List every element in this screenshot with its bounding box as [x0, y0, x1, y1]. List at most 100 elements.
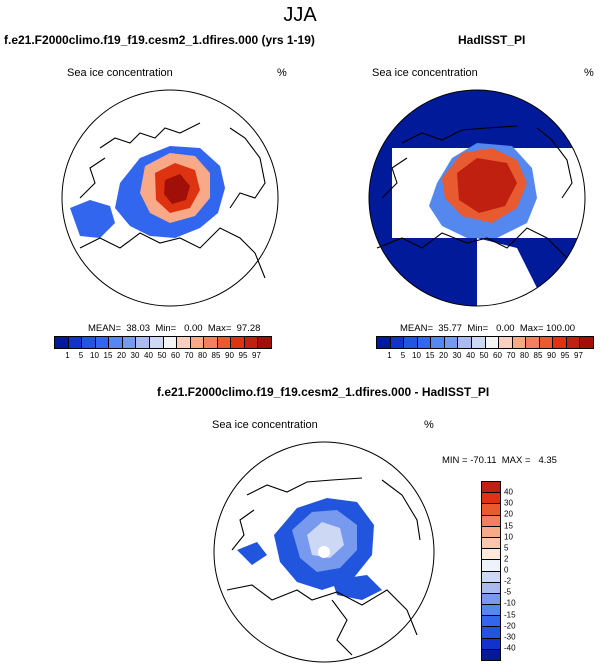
- diff-colorbar-tick-label: -30: [504, 632, 516, 642]
- diff-colorbar-tick-label: -10: [504, 598, 516, 608]
- obs-colorbar-tick-label: 90: [547, 351, 556, 360]
- model-colorbar-bin: [217, 337, 232, 348]
- obs-colorbar-bin: [390, 337, 405, 348]
- model-colorbar-tick-label: 10: [90, 351, 99, 360]
- diff-colorbar-tick-label: -2: [504, 576, 512, 586]
- obs-colorbar-bin: [526, 337, 540, 348]
- diff-colorbar-bin: [482, 549, 500, 561]
- obs-stats: MEAN= 35.77 Min= 0.00 Max= 100.00: [400, 323, 576, 334]
- diff-colorbar-tick-label: 30: [504, 498, 513, 508]
- model-colorbar-tick-label: 20: [117, 351, 126, 360]
- model-colorbar-bin: [163, 337, 178, 348]
- diff-colorbar-bin: [482, 627, 500, 639]
- model-colorbar-tick-label: 97: [252, 351, 261, 360]
- obs-colorbar-bin: [512, 337, 527, 348]
- model-colorbar-bin: [204, 337, 218, 348]
- obs-variable-label: Sea ice concentration: [372, 67, 478, 79]
- diff-colorbar-bin: [482, 515, 500, 527]
- model-colorbar-bin: [55, 337, 69, 348]
- model-colorbar-bin: [136, 337, 150, 348]
- diff-colorbar-tick-label: -15: [504, 610, 516, 619]
- model-colorbar-bin: [109, 337, 123, 348]
- model-colorbar-tick-label: 30: [130, 351, 140, 360]
- model-panel-title: f.e21.F2000climo.f19_f19.cesm2_1.dfires.…: [4, 33, 315, 47]
- obs-colorbar-bin: [377, 337, 391, 348]
- obs-ice-core: [457, 158, 517, 213]
- diff-colorbar-bin: [482, 593, 500, 606]
- model-colorbar-bin: [177, 337, 191, 348]
- obs-colorbar-bin: [539, 337, 554, 348]
- obs-colorbar: [376, 336, 594, 349]
- model-colorbar-tick-label: 5: [78, 351, 84, 360]
- obs-colorbar-bin: [458, 337, 472, 348]
- model-colorbar-bin: [68, 337, 83, 348]
- obs-colorbar-bin: [404, 337, 418, 348]
- obs-colorbar-bin: [485, 337, 500, 348]
- diff-colorbar-bin: [482, 649, 500, 660]
- diff-colorbar-bin: [482, 537, 500, 550]
- diff-colorbar-tick-label: -40: [504, 643, 516, 653]
- diff-negative-inner: [307, 522, 344, 558]
- diff-colorbar-tick-label: 15: [504, 521, 513, 530]
- diff-colorbar-tick-label: 40: [504, 487, 513, 497]
- diff-colorbar-tick-label: 10: [504, 532, 513, 542]
- obs-coastline: [376, 125, 573, 259]
- obs-panel-title: HadISST_PI: [458, 33, 526, 47]
- model-ice-max: [164, 174, 190, 204]
- model-colorbar-tick-label: 90: [225, 351, 234, 360]
- diff-colorbar-bin: [482, 504, 500, 516]
- obs-open-ocean-top: [369, 90, 585, 148]
- obs-colorbar-tick-label: 50: [479, 351, 489, 360]
- model-colorbar-bin: [231, 337, 245, 348]
- model-colorbar-bin: [82, 337, 96, 348]
- model-arctic-map: [61, 89, 279, 307]
- obs-colorbar-bin: [471, 337, 486, 348]
- obs-colorbar-bin: [431, 337, 445, 348]
- obs-colorbar-tick-label: 10: [412, 351, 421, 360]
- diff-colorbar-ticks: 40 30 20 15 10 5 2 0 -2 -5 -10 -15 -20 -30 -40: [504, 481, 534, 659]
- model-colorbar-bin: [190, 337, 205, 348]
- diff-coastline: [226, 477, 421, 656]
- diff-pole-hole: [318, 546, 330, 558]
- diff-stats: MIN = -70.11 MAX = 4.35: [442, 455, 557, 466]
- obs-colorbar-tick-label: 60: [493, 351, 502, 360]
- obs-colorbar-ticks: 1 5 10 15 20 30 40 50 60 70 80 85 90 95 97: [376, 351, 592, 361]
- diff-panel-title: f.e21.F2000climo.f19_f19.cesm2_1.dfires.…: [157, 385, 490, 399]
- model-colorbar-bin: [149, 337, 164, 348]
- model-colorbar-tick-label: 60: [171, 351, 180, 360]
- obs-colorbar-bin: [417, 337, 432, 348]
- obs-colorbar-bin: [580, 337, 593, 348]
- diff-colorbar-bin: [482, 616, 500, 628]
- model-colorbar-bin: [95, 337, 110, 348]
- diff-variable-label: Sea ice concentration: [212, 419, 318, 431]
- model-colorbar-bin: [122, 337, 137, 348]
- obs-open-ocean-left: [369, 148, 392, 238]
- model-colorbar-tick-label: 1: [65, 351, 70, 360]
- obs-colorbar-bin: [553, 337, 567, 348]
- diff-colorbar-tick-label: -20: [504, 621, 516, 631]
- model-colorbar-ticks: 1 5 10 15 20 30 40 50 60 70 80 85 90 95 97: [54, 351, 270, 361]
- obs-units-label: %: [584, 67, 594, 79]
- diff-colorbar-bin: [482, 493, 500, 505]
- model-stats: MEAN= 38.03 Min= 0.00 Max= 97.28: [88, 323, 261, 334]
- model-colorbar-tick-label: 85: [211, 351, 221, 360]
- page-title: JJA: [283, 4, 317, 26]
- model-colorbar: [54, 336, 272, 349]
- model-variable-label: Sea ice concentration: [67, 67, 173, 79]
- diff-colorbar-bin: [482, 582, 500, 594]
- diff-colorbar-bin: [482, 482, 500, 494]
- model-colorbar-tick-label: 15: [103, 351, 113, 360]
- diff-colorbar-tick-label: -5: [504, 587, 512, 597]
- model-colorbar-bin: [244, 337, 259, 348]
- obs-colorbar-tick-label: 95: [560, 351, 570, 360]
- obs-colorbar-tick-label: 70: [506, 351, 516, 360]
- diff-colorbar-bin: [482, 605, 500, 617]
- model-colorbar-bin: [258, 337, 271, 348]
- obs-arctic-map: [368, 89, 586, 307]
- obs-colorbar-tick-label: 80: [520, 351, 529, 360]
- obs-colorbar-tick-label: 40: [466, 351, 475, 360]
- diff-units-label: %: [424, 419, 434, 431]
- obs-colorbar-tick-label: 1: [387, 351, 392, 360]
- obs-colorbar-bin: [444, 337, 459, 348]
- obs-colorbar-tick-label: 20: [439, 351, 448, 360]
